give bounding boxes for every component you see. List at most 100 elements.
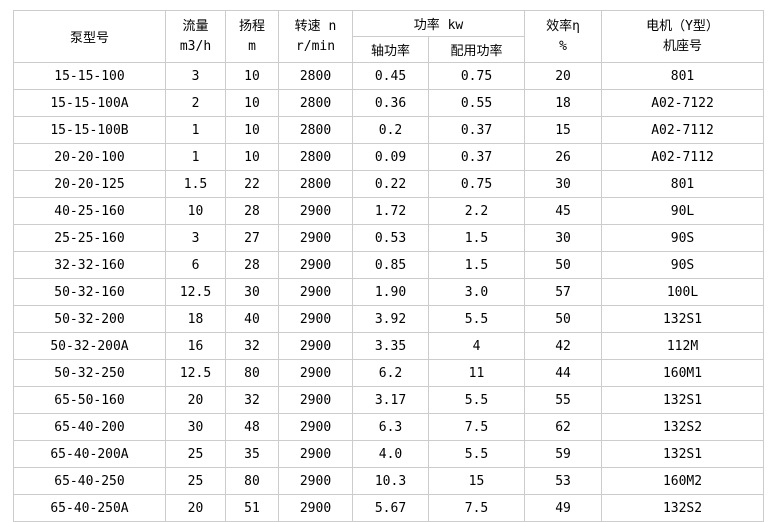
cell-speed: 2900 bbox=[278, 305, 353, 333]
cell-efficiency: 59 bbox=[524, 440, 603, 468]
cell-head: 51 bbox=[225, 494, 279, 522]
cell-speed: 2800 bbox=[278, 89, 353, 117]
cell-pump-model: 20-20-100 bbox=[13, 143, 166, 171]
table-row: 20-20-100 1 10 2800 0.09 0.37 26 A02-7112 bbox=[13, 143, 765, 171]
cell-speed: 2800 bbox=[278, 170, 353, 198]
header-motor-frame: 机座号 bbox=[663, 38, 703, 54]
cell-head: 48 bbox=[225, 413, 279, 441]
header-efficiency: 效率η % bbox=[524, 10, 603, 63]
header-efficiency-label: 效率η bbox=[546, 18, 580, 34]
header-speed: 转速 n r/min bbox=[278, 10, 353, 63]
cell-rated-power: 0.37 bbox=[427, 143, 526, 171]
pump-spec-table: 泵型号 流量 m3/h 扬程 m 转速 n r/min 功率 kw 效率η % bbox=[13, 10, 765, 522]
cell-head: 32 bbox=[225, 332, 279, 360]
header-rated-power: 配用功率 bbox=[427, 36, 526, 63]
header-flow-label: 流量 bbox=[182, 18, 209, 34]
cell-head: 10 bbox=[225, 62, 279, 90]
header-power-group: 功率 kw bbox=[351, 10, 526, 37]
cell-efficiency: 53 bbox=[524, 467, 603, 495]
table-row: 50-32-250 12.5 80 2900 6.2 11 44 160M1 bbox=[13, 359, 765, 387]
table-row: 65-40-250 25 80 2900 10.3 15 53 160M2 bbox=[13, 467, 765, 495]
table-row: 50-32-160 12.5 30 2900 1.90 3.0 57 100L bbox=[13, 278, 765, 306]
cell-motor-frame: A02-7122 bbox=[601, 89, 765, 117]
table-row: 65-50-160 20 32 2900 3.17 5.5 55 132S1 bbox=[13, 386, 765, 414]
cell-head: 35 bbox=[225, 440, 279, 468]
cell-rated-power: 1.5 bbox=[427, 224, 526, 252]
cell-shaft-power: 0.09 bbox=[352, 143, 429, 171]
cell-shaft-power: 0.53 bbox=[352, 224, 429, 252]
cell-shaft-power: 10.3 bbox=[352, 467, 429, 495]
header-speed-label: 转速 n bbox=[294, 18, 337, 34]
table-row: 15-15-100 3 10 2800 0.45 0.75 20 801 bbox=[13, 62, 765, 90]
cell-shaft-power: 3.92 bbox=[352, 305, 429, 333]
cell-efficiency: 20 bbox=[524, 62, 603, 90]
cell-efficiency: 26 bbox=[524, 143, 603, 171]
cell-shaft-power: 4.0 bbox=[352, 440, 429, 468]
cell-head: 22 bbox=[225, 170, 279, 198]
cell-speed: 2900 bbox=[278, 278, 353, 306]
cell-shaft-power: 6.3 bbox=[352, 413, 429, 441]
cell-rated-power: 11 bbox=[427, 359, 526, 387]
cell-motor-frame: 132S1 bbox=[601, 440, 765, 468]
cell-flow: 18 bbox=[165, 305, 226, 333]
cell-flow: 25 bbox=[165, 440, 226, 468]
cell-motor-frame: 160M1 bbox=[601, 359, 765, 387]
cell-speed: 2900 bbox=[278, 332, 353, 360]
table-row: 25-25-160 3 27 2900 0.53 1.5 30 90S bbox=[13, 224, 765, 252]
cell-shaft-power: 0.22 bbox=[352, 170, 429, 198]
header-shaft-power: 轴功率 bbox=[352, 36, 429, 63]
table-row: 65-40-200A 25 35 2900 4.0 5.5 59 132S1 bbox=[13, 440, 765, 468]
cell-pump-model: 15-15-100A bbox=[13, 89, 166, 117]
cell-efficiency: 30 bbox=[524, 224, 603, 252]
cell-motor-frame: 90S bbox=[601, 224, 765, 252]
cell-motor-frame: 90L bbox=[601, 197, 765, 225]
pump-spec-table-container: 泵型号 流量 m3/h 扬程 m 转速 n r/min 功率 kw 效率η % bbox=[13, 10, 765, 522]
cell-rated-power: 5.5 bbox=[427, 305, 526, 333]
cell-rated-power: 0.37 bbox=[427, 116, 526, 144]
cell-rated-power: 0.75 bbox=[427, 62, 526, 90]
cell-shaft-power: 0.36 bbox=[352, 89, 429, 117]
cell-speed: 2900 bbox=[278, 359, 353, 387]
cell-rated-power: 0.75 bbox=[427, 170, 526, 198]
cell-speed: 2900 bbox=[278, 467, 353, 495]
cell-flow: 1 bbox=[165, 116, 226, 144]
cell-pump-model: 65-50-160 bbox=[13, 386, 166, 414]
cell-motor-frame: 801 bbox=[601, 170, 765, 198]
cell-motor-frame: 160M2 bbox=[601, 467, 765, 495]
cell-head: 10 bbox=[225, 89, 279, 117]
cell-pump-model: 40-25-160 bbox=[13, 197, 166, 225]
cell-motor-frame: 112M bbox=[601, 332, 765, 360]
cell-pump-model: 50-32-200A bbox=[13, 332, 166, 360]
cell-rated-power: 4 bbox=[427, 332, 526, 360]
cell-speed: 2900 bbox=[278, 413, 353, 441]
cell-pump-model: 65-40-250A bbox=[13, 494, 166, 522]
cell-speed: 2900 bbox=[278, 197, 353, 225]
cell-head: 32 bbox=[225, 386, 279, 414]
header-row-2: 轴功率 配用功率 bbox=[14, 36, 764, 63]
table-row: 65-40-250A 20 51 2900 5.67 7.5 49 132S2 bbox=[13, 494, 765, 522]
cell-rated-power: 15 bbox=[427, 467, 526, 495]
cell-pump-model: 65-40-250 bbox=[13, 467, 166, 495]
cell-shaft-power: 1.90 bbox=[352, 278, 429, 306]
table-row: 50-32-200A 16 32 2900 3.35 4 42 112M bbox=[13, 332, 765, 360]
cell-flow: 1.5 bbox=[165, 170, 226, 198]
cell-flow: 1 bbox=[165, 143, 226, 171]
table-row: 50-32-200 18 40 2900 3.92 5.5 50 132S1 bbox=[13, 305, 765, 333]
cell-head: 80 bbox=[225, 467, 279, 495]
cell-head: 10 bbox=[225, 143, 279, 171]
table-row: 40-25-160 10 28 2900 1.72 2.2 45 90L bbox=[13, 197, 765, 225]
cell-head: 80 bbox=[225, 359, 279, 387]
cell-pump-model: 25-25-160 bbox=[13, 224, 166, 252]
cell-head: 28 bbox=[225, 251, 279, 279]
cell-efficiency: 55 bbox=[524, 386, 603, 414]
header-row-1: 泵型号 流量 m3/h 扬程 m 转速 n r/min 功率 kw 效率η % bbox=[13, 10, 765, 63]
cell-speed: 2900 bbox=[278, 386, 353, 414]
header-head: 扬程 m bbox=[225, 10, 279, 63]
cell-pump-model: 20-20-125 bbox=[13, 170, 166, 198]
cell-head: 27 bbox=[225, 224, 279, 252]
cell-flow: 12.5 bbox=[165, 359, 226, 387]
cell-head: 10 bbox=[225, 116, 279, 144]
cell-flow: 10 bbox=[165, 197, 226, 225]
cell-flow: 3 bbox=[165, 224, 226, 252]
cell-shaft-power: 0.45 bbox=[352, 62, 429, 90]
